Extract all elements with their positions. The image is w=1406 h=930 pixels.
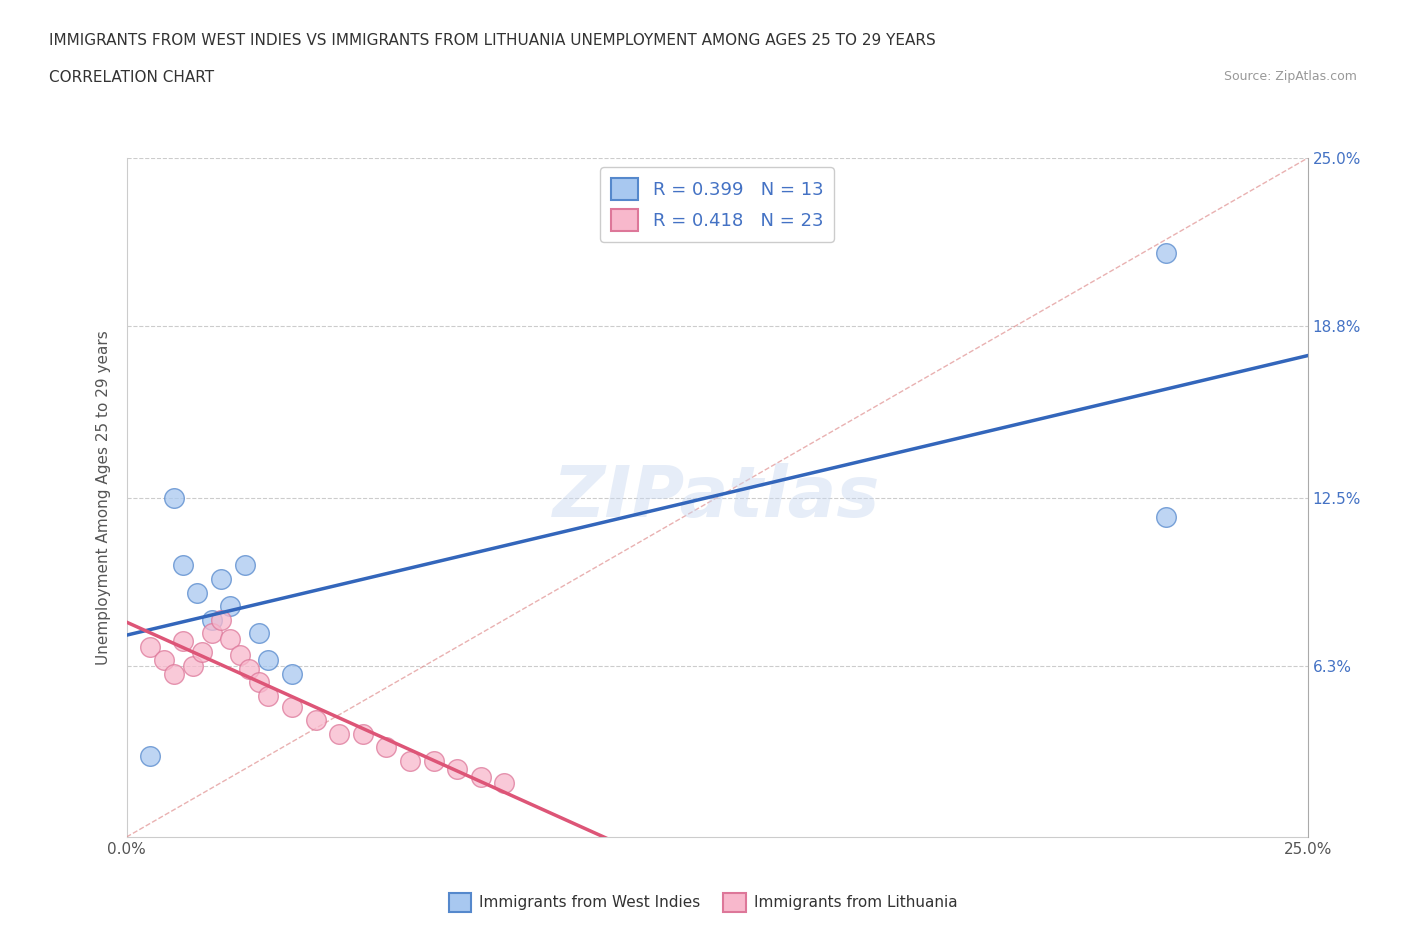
Point — [281, 699, 304, 714]
Point — [422, 753, 444, 768]
Text: ZIPatlas: ZIPatlas — [554, 463, 880, 532]
Point — [139, 748, 162, 763]
Point — [399, 753, 422, 768]
Point — [200, 612, 222, 627]
Legend: R = 0.399   N = 13, R = 0.418   N = 23: R = 0.399 N = 13, R = 0.418 N = 23 — [600, 167, 834, 242]
Text: IMMIGRANTS FROM WEST INDIES VS IMMIGRANTS FROM LITHUANIA UNEMPLOYMENT AMONG AGES: IMMIGRANTS FROM WEST INDIES VS IMMIGRANT… — [49, 33, 936, 47]
Point — [181, 658, 204, 673]
Point — [375, 740, 398, 755]
Point — [153, 653, 176, 668]
Point — [172, 634, 194, 649]
Point — [281, 667, 304, 682]
Point — [163, 667, 186, 682]
Point — [257, 688, 280, 703]
Point — [352, 726, 374, 741]
Text: CORRELATION CHART: CORRELATION CHART — [49, 70, 214, 85]
Point — [233, 558, 256, 573]
Point — [304, 712, 326, 727]
Point — [163, 490, 186, 505]
Point — [328, 726, 350, 741]
Text: Source: ZipAtlas.com: Source: ZipAtlas.com — [1223, 70, 1357, 83]
Point — [247, 626, 270, 641]
Point — [200, 626, 222, 641]
Point — [186, 585, 208, 600]
Point — [1154, 246, 1177, 260]
Point — [209, 612, 232, 627]
Point — [247, 675, 270, 690]
Point — [229, 647, 252, 662]
Y-axis label: Unemployment Among Ages 25 to 29 years: Unemployment Among Ages 25 to 29 years — [96, 330, 111, 665]
Point — [1154, 509, 1177, 524]
Point — [219, 599, 242, 614]
Point — [257, 653, 280, 668]
Point — [191, 644, 214, 659]
Legend: Immigrants from West Indies, Immigrants from Lithuania: Immigrants from West Indies, Immigrants … — [443, 887, 963, 918]
Point — [219, 631, 242, 646]
Point — [494, 776, 516, 790]
Point — [470, 770, 492, 785]
Point — [209, 572, 232, 587]
Point — [172, 558, 194, 573]
Point — [446, 762, 468, 777]
Point — [139, 640, 162, 655]
Point — [238, 661, 260, 676]
